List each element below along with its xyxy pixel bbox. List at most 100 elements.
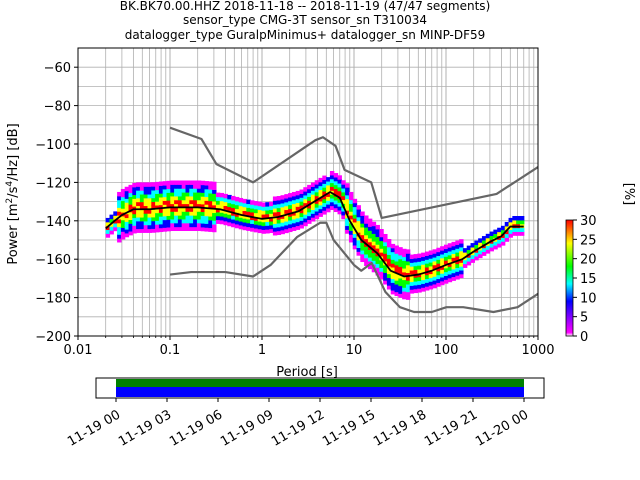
density-cell — [341, 199, 346, 204]
density-cell — [348, 222, 354, 228]
density-cell — [155, 208, 160, 214]
density-cell — [398, 250, 403, 256]
density-cell — [356, 235, 361, 241]
density-cell — [367, 249, 373, 254]
density-cell — [447, 266, 453, 271]
density-cell — [166, 219, 171, 224]
density-cell — [390, 286, 396, 291]
density-cell — [238, 201, 244, 207]
density-cell — [280, 210, 285, 215]
density-cell — [394, 245, 399, 250]
density-cell — [196, 180, 202, 185]
density-cell — [360, 226, 365, 232]
density-cell — [170, 218, 175, 224]
density-cell — [394, 287, 399, 293]
density-cell — [508, 225, 513, 231]
density-cell — [394, 272, 399, 277]
density-cell — [265, 229, 270, 234]
density-cell — [337, 198, 342, 203]
density-cell — [208, 185, 213, 190]
density-cell — [185, 188, 190, 193]
density-cell — [394, 283, 399, 289]
density-cell — [489, 246, 494, 252]
density-cell — [185, 180, 190, 185]
density-cell — [189, 180, 194, 185]
density-cell — [170, 195, 175, 201]
density-cell — [432, 268, 437, 273]
density-cell — [371, 221, 377, 227]
density-cell — [124, 232, 130, 238]
density-cell — [329, 197, 335, 203]
density-cell — [155, 185, 160, 191]
x-tick-label: 1 — [258, 343, 266, 358]
density-cell — [470, 243, 475, 248]
density-cell — [318, 177, 323, 183]
density-cell — [246, 226, 251, 231]
density-cell — [280, 222, 285, 227]
density-cell — [139, 190, 145, 195]
density-cell — [386, 273, 392, 278]
density-cell — [352, 214, 358, 219]
density-cell — [447, 254, 453, 260]
density-cell — [428, 250, 434, 255]
x-tick-label: 100 — [434, 343, 459, 358]
density-cell — [132, 198, 137, 203]
density-cell — [128, 219, 133, 224]
density-cell — [147, 224, 152, 230]
density-cell — [208, 227, 213, 232]
density-cell — [136, 224, 141, 230]
density-cell — [151, 189, 156, 195]
density-cell — [345, 225, 350, 230]
density-cell — [170, 226, 175, 231]
density-cell — [295, 206, 301, 211]
density-cell — [386, 281, 392, 286]
density-cell — [124, 194, 130, 199]
density-cell — [204, 223, 209, 228]
density-cell — [432, 272, 437, 277]
density-cell — [375, 255, 380, 261]
density-cell — [132, 209, 137, 215]
density-cell — [189, 203, 194, 208]
density-cell — [451, 272, 456, 278]
density-cell — [409, 258, 415, 263]
density-cell — [200, 207, 206, 213]
density-cell — [303, 206, 308, 211]
density-cell — [295, 225, 301, 230]
density-cell — [436, 247, 441, 253]
density-cell — [284, 220, 289, 226]
density-cell — [143, 197, 149, 203]
density-cell — [189, 222, 194, 228]
density-cell — [162, 223, 168, 228]
density-cell — [253, 220, 259, 225]
density-cell — [314, 184, 320, 189]
density-cell — [497, 231, 502, 237]
density-cell — [417, 280, 422, 285]
density-cell — [120, 200, 126, 205]
density-cell — [158, 181, 164, 186]
density-cell — [231, 203, 236, 209]
density-cell — [132, 202, 137, 207]
density-cell — [500, 229, 506, 235]
density-cell — [204, 215, 209, 221]
density-cell — [314, 191, 320, 197]
density-cell — [307, 196, 312, 201]
density-cell — [189, 188, 194, 193]
density-cell — [364, 219, 369, 224]
density-cell — [364, 226, 369, 232]
coverage-tick-label: 11-19 03 — [116, 407, 174, 449]
density-cell — [390, 289, 396, 295]
density-cell — [459, 269, 464, 275]
density-cell — [413, 261, 418, 267]
density-cell — [390, 278, 396, 283]
density-cell — [318, 185, 323, 190]
x-axis-label: Period [s] — [276, 365, 338, 380]
density-cell — [280, 229, 285, 235]
density-cell — [360, 219, 365, 224]
density-cell — [288, 227, 293, 233]
density-cell — [383, 241, 388, 247]
density-cell — [272, 227, 278, 232]
density-cell — [185, 199, 190, 205]
density-cell — [318, 204, 323, 210]
density-cell — [223, 216, 228, 222]
density-cell — [489, 243, 494, 248]
